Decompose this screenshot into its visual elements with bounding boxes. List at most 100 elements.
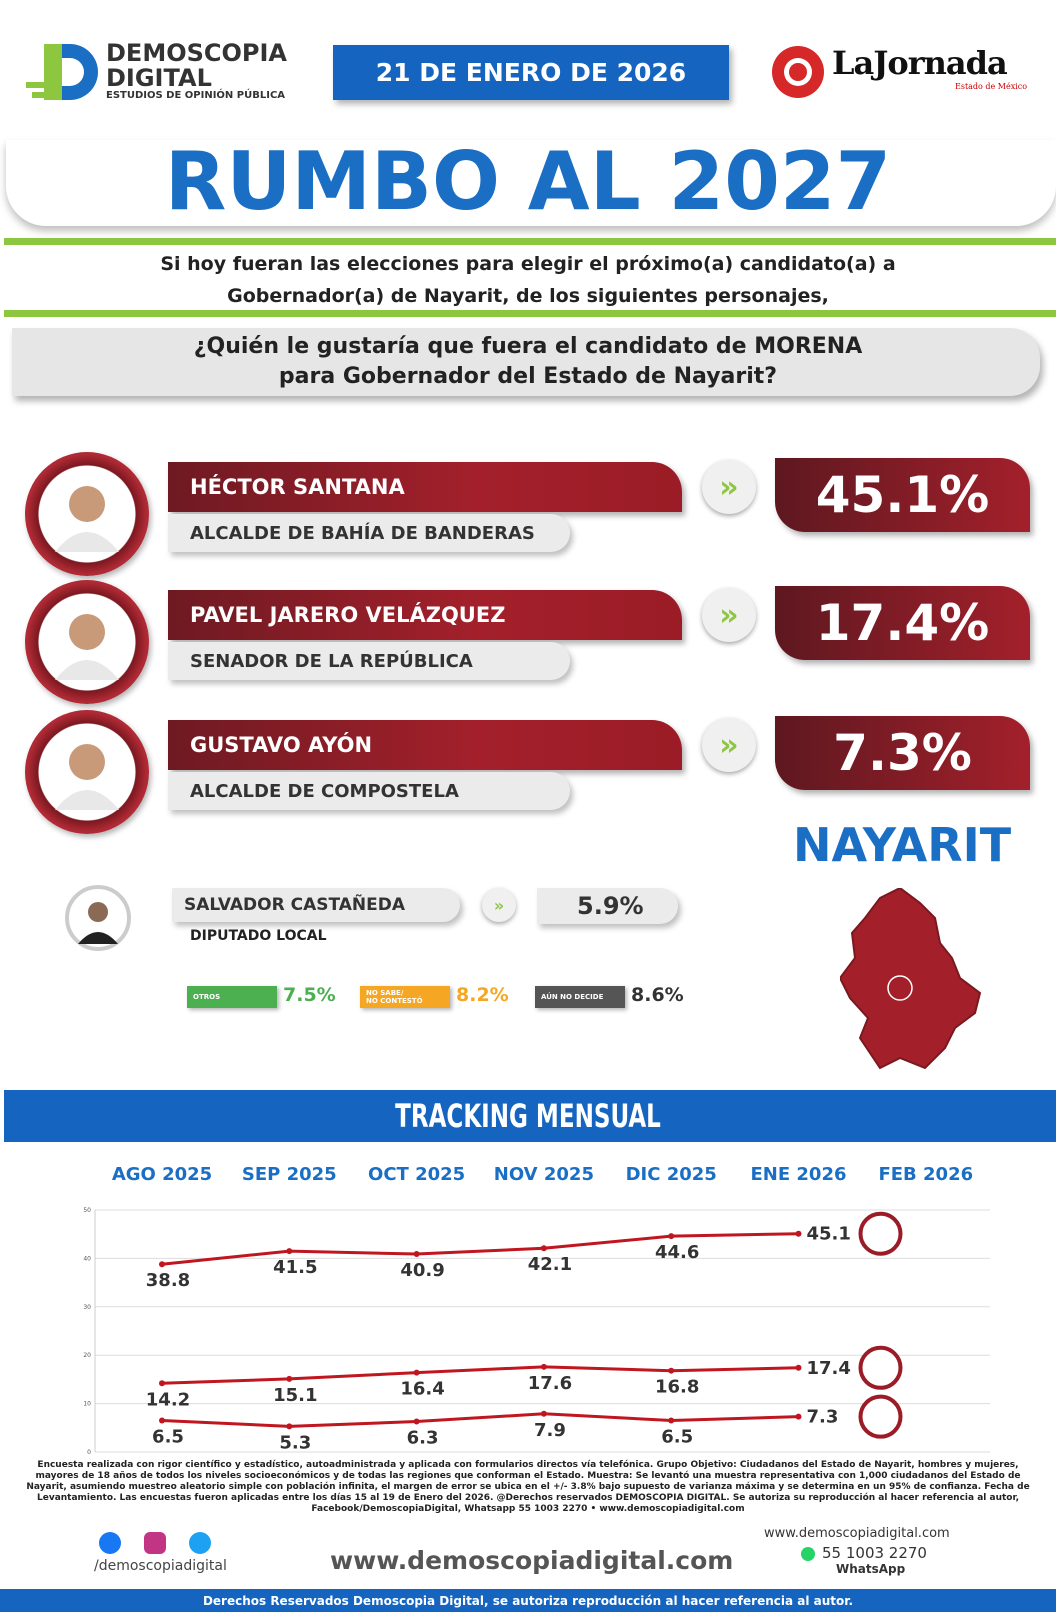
point [413,1369,420,1376]
minor-value: 5.9% [537,888,678,924]
photo [858,1211,903,1256]
photo [25,580,149,704]
point [159,1380,165,1387]
series-line [161,1412,799,1428]
candidate-value: 17.4% [775,586,1030,660]
point [795,1413,802,1420]
map [840,888,982,1070]
website: www.demoscopiadigital.com [330,1546,734,1575]
candidate-role: ALCALDE DE COMPOSTELA [168,772,570,810]
chart: 0 10 20 30 40 50 AGO 2025 SEP 2025 OCT 2025 NOV 2… [83,1164,990,1456]
tracking-title: TRACKING MENSUAL [395,1097,661,1135]
brand-logo [26,44,98,100]
brand-sub: ESTUDIOS DE OPINIÓN PÚBLICA [106,90,286,101]
whatsapp-icon [801,1547,815,1561]
chevron: » [702,718,756,772]
tracking-banner [4,1090,1056,1142]
point [540,1363,547,1370]
question-line: ¿Quién le gustaría que fuera el candidat… [193,334,863,359]
social-icons [99,1532,211,1554]
footnote: Encuesta realizada con rigor científico … [26,1460,1030,1514]
chevron: » [702,460,756,514]
value-label: 15.1 [273,1385,317,1406]
value-label: 14.2 [146,1389,190,1410]
point [668,1233,675,1240]
value-label: 17.4 [807,1358,851,1379]
other-value: 8.6% [631,984,684,1006]
y-tick-label: 30 [83,1304,91,1311]
minor-role: DIPUTADO LOCAL [190,928,327,944]
phone-label: WhatsApp [836,1562,906,1576]
value-label: 6.5 [661,1427,693,1448]
candidate-name: HÉCTOR SANTANA [168,462,682,512]
candidate-name: GUSTAVO AYÓN [168,720,682,770]
x-tick-label: FEB 2026 [878,1164,973,1185]
value-label: 45.1 [807,1224,851,1245]
other-label: OTROS [187,986,277,1008]
chevron: » [702,588,756,642]
portrait [55,486,119,552]
point [286,1248,293,1255]
chevron: » [482,888,516,922]
x-tick-label: ENE 2026 [750,1164,846,1185]
x-tick-label: AGO 2025 [112,1164,212,1185]
divider [4,238,1056,245]
point [540,1245,547,1252]
series-line [161,1365,799,1385]
portrait [55,614,119,680]
point [668,1367,675,1374]
portrait [55,744,119,810]
title-banner [6,140,1056,226]
value-label: 6.5 [152,1427,184,1448]
y-tick-label: 40 [83,1255,91,1262]
question-line: para Gobernador del Estado de Nayarit? [278,364,778,389]
photo [65,885,131,951]
point [540,1410,547,1417]
region: NAYARIT [793,818,1012,872]
point [286,1423,293,1430]
question-box [12,328,1040,396]
x-tick-label: OCT 2025 [368,1164,465,1185]
value-label: 5.3 [279,1432,311,1453]
point [795,1230,802,1237]
point [286,1375,293,1382]
title: RUMBO AL 2027 [164,135,892,228]
photo [25,710,149,834]
copyright: Derechos Reservados Demoscopia Digital, … [0,1589,1056,1612]
other-label: AÚN NO DECIDE [535,986,625,1008]
value-label: 16.4 [400,1379,444,1400]
x-tick-label: DIC 2025 [626,1164,717,1185]
photo [858,1394,903,1439]
partner-sub: Estado de México [955,82,1028,91]
candidate-role: ALCALDE DE BAHÍA DE BANDERAS [168,514,570,552]
y-tick-label: 10 [83,1401,91,1408]
brand-name: DEMOSCOPIA [106,39,287,67]
candidate-role: SENADOR DE LA REPÚBLICA [168,642,570,680]
social-handle: /demoscopiadigital [94,1558,227,1574]
partner-logo [772,46,824,98]
candidate-value: 45.1% [775,458,1030,532]
value-label: 40.9 [400,1260,444,1281]
value-label: 7.9 [534,1420,566,1441]
partner-name: LaJornada [832,44,1008,82]
y-tick-label: 20 [83,1352,91,1359]
x-tick-label: NOV 2025 [494,1164,594,1185]
brand-name: DIGITAL [106,64,212,92]
point [159,1417,165,1424]
value-label: 42.1 [528,1254,572,1275]
value-label: 44.6 [655,1242,699,1263]
intro-line: Gobernador(a) de Nayarit, de los siguien… [227,285,829,307]
x-tick-label: SEP 2025 [242,1164,337,1185]
value-label: 7.3 [807,1407,839,1428]
minor-name: SALVADOR CASTAÑEDA [172,888,460,922]
y-tick-label: 50 [83,1207,91,1214]
point [413,1418,420,1425]
value-label: 17.6 [528,1373,572,1394]
phone: 55 1003 2270 [822,1544,927,1562]
website-small: www.demoscopiadigital.com [764,1526,950,1541]
value-label: 41.5 [273,1257,317,1278]
other-value: 8.2% [456,984,509,1006]
divider [4,310,1056,317]
value-label: 16.8 [655,1377,699,1398]
